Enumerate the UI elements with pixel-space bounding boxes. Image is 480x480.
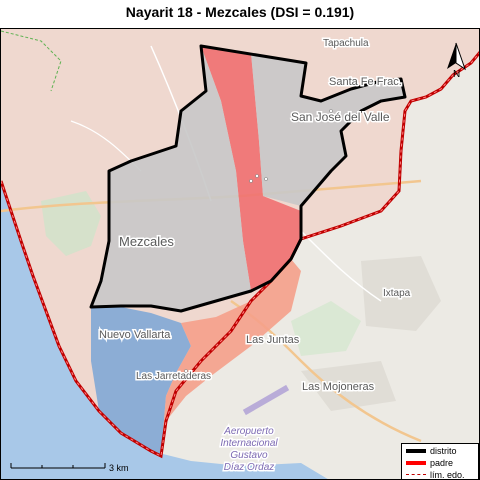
legend-item: padre — [402, 457, 479, 469]
urban-area-ixtapa — [361, 256, 441, 331]
park-area — [291, 301, 361, 356]
district-outline — [89, 44, 407, 313]
north-arrow-icon: N — [447, 42, 466, 80]
section-salmon — [161, 259, 301, 456]
municipal-boundary — [1, 30, 62, 92]
map-title: Nayarit 18 - Mezcales (DSI = 0.191) — [125, 4, 355, 20]
casilla-markers — [184, 109, 333, 373]
casilla-marker — [264, 177, 268, 181]
legend-label: distrito — [430, 446, 457, 456]
airport-label-line-1: Aeropuerto — [223, 426, 274, 437]
place-label-las-juntas: Las Juntas — [246, 334, 300, 346]
place-label-mezcales: Mezcales — [119, 234, 174, 249]
casilla-marker — [255, 174, 259, 178]
airport-runway — [242, 384, 290, 416]
ocean-area — [1, 181, 328, 479]
legend-label: padre — [430, 458, 454, 468]
legend-symbol — [406, 461, 426, 465]
place-label-nuevo-vallarta: Nuevo Vallarta — [99, 329, 171, 341]
map-canvas: Tapachula Santa Fe Frac. San José del Va… — [1, 29, 479, 479]
airport-label-line-4: Díaz Ordaz — [224, 462, 275, 473]
urban-area-mojoneras — [301, 361, 396, 411]
airport-label-line-3: Gustavo — [230, 450, 268, 461]
place-label-ixtapa: Ixtapa — [383, 288, 411, 299]
section-red — [201, 46, 301, 291]
map-frame: Tapachula Santa Fe Frac. San José del Va… — [0, 28, 480, 480]
place-label-tapachula: Tapachula — [323, 38, 369, 49]
north-label: N — [453, 69, 460, 80]
place-label-las-jarretaderas: Las Jarretaderas — [136, 371, 211, 382]
section-blue — [91, 307, 191, 456]
scale-bar: 3 km — [10, 463, 129, 473]
legend-item: lím. edo. — [402, 469, 479, 480]
legend-symbol — [406, 474, 426, 475]
legend-item: distrito — [402, 445, 479, 457]
legend-label: lím. edo. — [430, 470, 465, 480]
district-fill-west — [91, 46, 251, 311]
legend-symbol — [406, 449, 426, 453]
casilla-marker — [184, 369, 188, 373]
place-label-santa-fe: Santa Fe Frac. — [329, 76, 402, 88]
place-label-san-jose: San José del Valle — [291, 110, 390, 124]
scale-label: 3 km — [109, 463, 129, 473]
casilla-marker — [249, 179, 253, 183]
airport-label-line-2: Internacional — [220, 438, 278, 449]
casilla-marker — [329, 109, 333, 113]
district-fill-east — [201, 46, 405, 206]
state-boundary-dash — [1, 52, 479, 457]
place-label-las-mojoneras: Las Mojoneras — [302, 381, 375, 393]
wetland-area — [41, 191, 101, 256]
road-minor — [300, 230, 382, 302]
